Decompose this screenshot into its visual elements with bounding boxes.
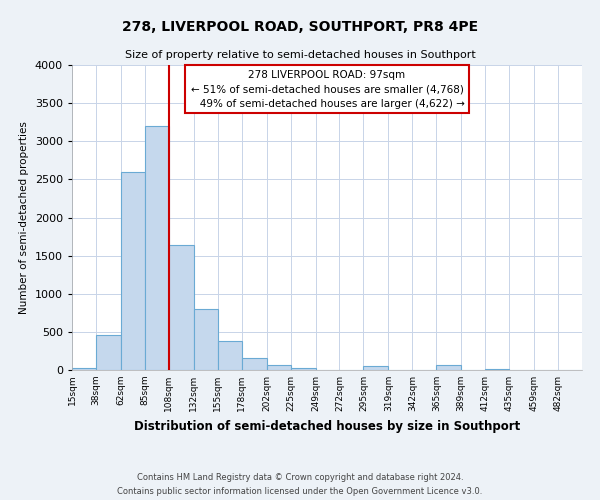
Bar: [436, 366, 461, 370]
Bar: [218, 341, 242, 370]
Bar: [145, 126, 169, 370]
X-axis label: Distribution of semi-detached houses by size in Southport: Distribution of semi-detached houses by …: [134, 420, 520, 432]
Bar: [485, 369, 509, 370]
Bar: [242, 358, 266, 370]
Bar: [169, 245, 194, 370]
Bar: [72, 368, 96, 370]
Bar: [96, 335, 121, 370]
Text: Size of property relative to semi-detached houses in Southport: Size of property relative to semi-detach…: [125, 50, 475, 60]
Y-axis label: Number of semi-detached properties: Number of semi-detached properties: [19, 121, 29, 314]
Text: Contains public sector information licensed under the Open Government Licence v3: Contains public sector information licen…: [118, 488, 482, 496]
Bar: [290, 368, 316, 370]
Text: 278 LIVERPOOL ROAD: 97sqm
← 51% of semi-detached houses are smaller (4,768)
   4: 278 LIVERPOOL ROAD: 97sqm ← 51% of semi-…: [190, 70, 464, 109]
Bar: [194, 309, 218, 370]
Bar: [364, 366, 388, 370]
Text: Contains HM Land Registry data © Crown copyright and database right 2024.: Contains HM Land Registry data © Crown c…: [137, 472, 463, 482]
Bar: [266, 366, 290, 370]
Bar: [121, 172, 145, 370]
Text: 278, LIVERPOOL ROAD, SOUTHPORT, PR8 4PE: 278, LIVERPOOL ROAD, SOUTHPORT, PR8 4PE: [122, 20, 478, 34]
